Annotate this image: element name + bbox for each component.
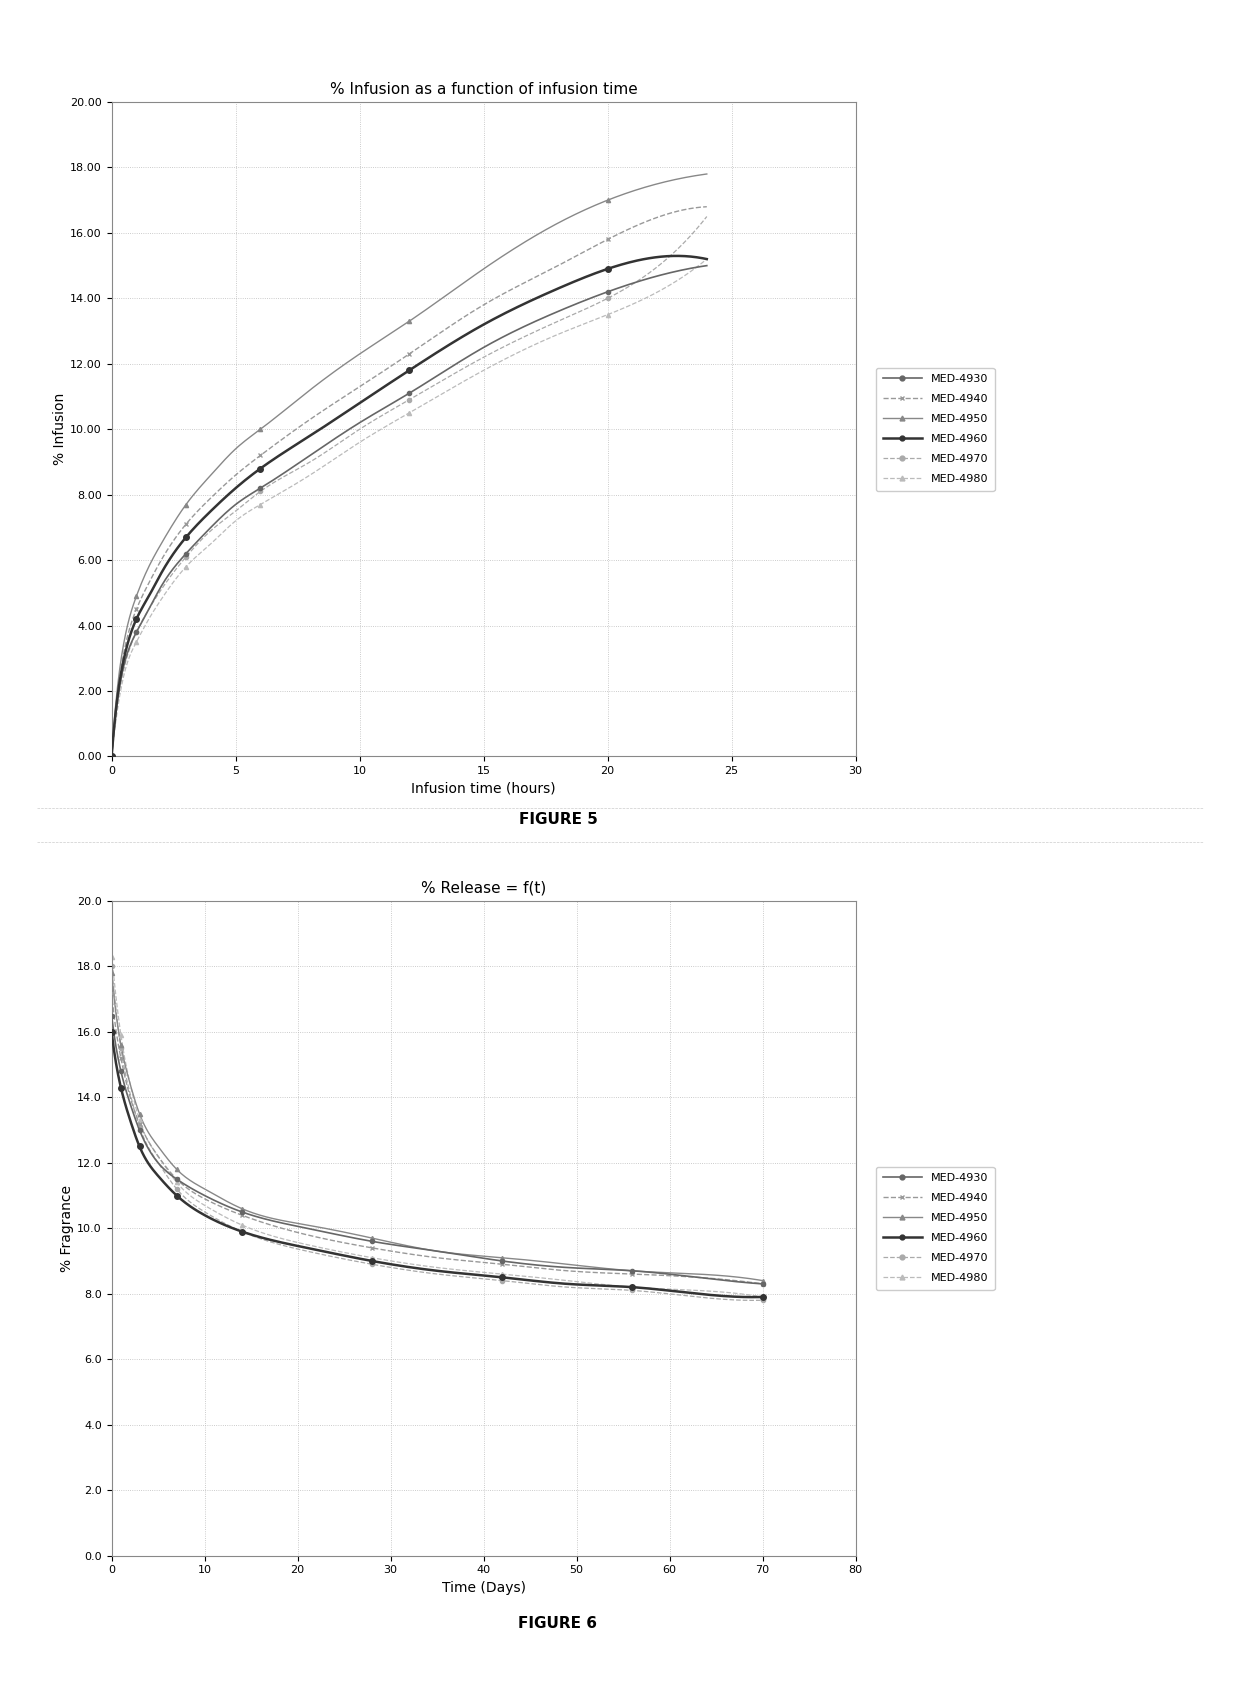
Legend: MED-4930, MED-4940, MED-4950, MED-4960, MED-4970, MED-4980: MED-4930, MED-4940, MED-4950, MED-4960, … bbox=[875, 1166, 994, 1290]
Title: % Release = f(t): % Release = f(t) bbox=[420, 881, 547, 896]
Text: FIGURE 6: FIGURE 6 bbox=[518, 1617, 598, 1630]
Y-axis label: % Fragrance: % Fragrance bbox=[61, 1185, 74, 1272]
Title: % Infusion as a function of infusion time: % Infusion as a function of infusion tim… bbox=[330, 82, 637, 97]
Y-axis label: % Infusion: % Infusion bbox=[53, 393, 67, 466]
Text: FIGURE 5: FIGURE 5 bbox=[518, 813, 598, 826]
Legend: MED-4930, MED-4940, MED-4950, MED-4960, MED-4970, MED-4980: MED-4930, MED-4940, MED-4950, MED-4960, … bbox=[875, 367, 994, 491]
X-axis label: Infusion time (hours): Infusion time (hours) bbox=[412, 782, 556, 796]
X-axis label: Time (Days): Time (Days) bbox=[441, 1581, 526, 1595]
